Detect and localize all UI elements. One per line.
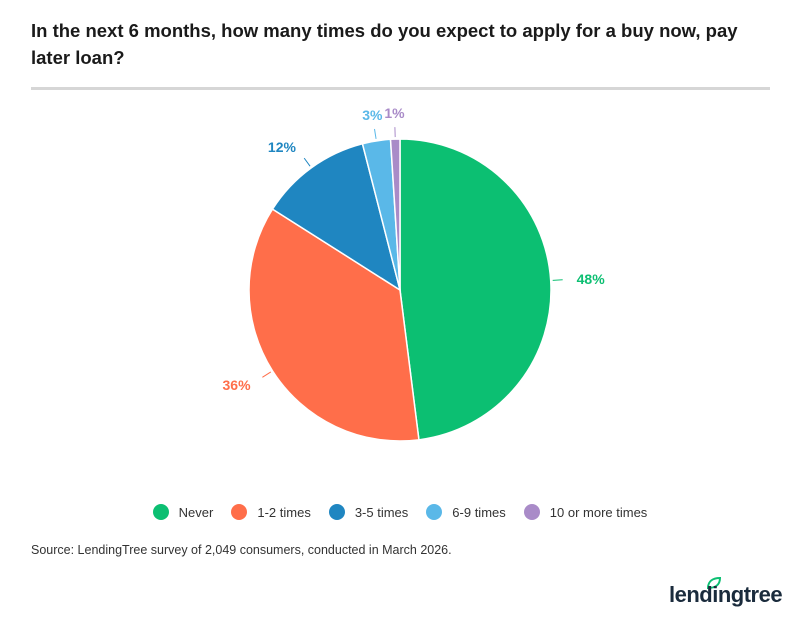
data-label: 1% (384, 105, 405, 121)
legend-item: 3-5 times (328, 504, 409, 520)
source-note: Source: LendingTree survey of 2,049 cons… (31, 543, 452, 557)
data-label: 12% (268, 139, 297, 155)
legend-label: 10 or more times (549, 504, 648, 520)
pie-slice-4 (389, 138, 401, 291)
data-label: 36% (223, 377, 252, 393)
leader-line (303, 157, 311, 167)
legend-label: 3-5 times (354, 504, 409, 520)
leader-line (552, 279, 563, 281)
legend-label: 1-2 times (257, 504, 311, 520)
legend-label: 6-9 times (452, 504, 506, 520)
legend-swatch (328, 504, 345, 520)
pie-chart: 48% 36% 12% 3% 1% (223, 105, 606, 442)
legend: Never 1-2 times 3-5 times 6-9 times 10 or mo… (0, 504, 800, 520)
legend-item: Never (152, 504, 214, 520)
legend-label: Never (178, 504, 214, 520)
legend-swatch (426, 504, 443, 520)
pie-slice-0 (399, 138, 552, 441)
data-label: 48% (577, 271, 606, 287)
pie-slice-2 (271, 142, 402, 292)
chart-title: In the next 6 months, how many times do … (31, 20, 738, 68)
leaf-icon (707, 577, 721, 589)
legend-item: 10 or more times (523, 504, 648, 520)
data-label: 3% (362, 107, 383, 123)
lendingtree-logo: lendingtree (669, 582, 783, 607)
legend-swatch (152, 504, 169, 520)
leader-line (262, 371, 272, 378)
legend-swatch (231, 504, 248, 520)
legend-item: 1-2 times (231, 504, 311, 520)
pie-slice-1 (248, 208, 420, 442)
divider (31, 87, 770, 90)
leader-line (374, 128, 377, 139)
legend-item: 6-9 times (426, 504, 506, 520)
legend-swatch (523, 504, 540, 520)
